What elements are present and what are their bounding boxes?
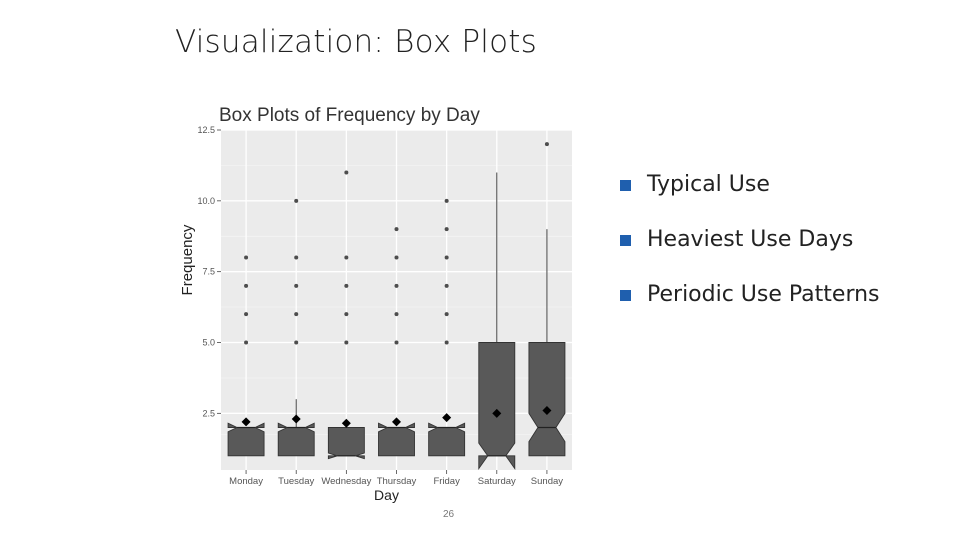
outlier-point: [344, 312, 349, 317]
outlier-point: [444, 198, 449, 203]
bullet-list: Typical Use Heaviest Use Days Periodic U…: [618, 168, 918, 333]
outlier-point: [444, 227, 449, 232]
bullet-text: Periodic Use Patterns: [647, 282, 880, 307]
outlier-point: [394, 227, 399, 232]
x-tick-label: Thursday: [377, 476, 417, 487]
box-wednesday: [327, 170, 365, 460]
mean-marker: [542, 406, 552, 415]
bullet-typical-use: Typical Use: [618, 168, 918, 201]
outlier-point: [394, 255, 399, 260]
x-tick-label: Sunday: [531, 476, 563, 487]
outlier-point: [444, 283, 449, 288]
y-tick-label: 5.0: [202, 338, 215, 348]
y-tick-label: 10.0: [197, 196, 215, 206]
x-tick-label: Wednesday: [321, 476, 371, 487]
outlier-point: [244, 312, 249, 317]
outlier-point: [244, 255, 249, 260]
page-number: 26: [443, 509, 455, 520]
box-saturday: [478, 172, 516, 471]
notched-box: [528, 342, 566, 457]
outlier-point: [244, 283, 249, 288]
mean-marker: [492, 408, 502, 418]
notched-box: [227, 422, 265, 457]
outlier-point: [344, 170, 349, 175]
outlier-point: [344, 340, 349, 345]
outlier-point: [294, 283, 299, 288]
chart-title: Box Plots of Frequency by Day: [219, 105, 480, 126]
outlier-point: [294, 312, 299, 317]
outlier-point: [394, 312, 399, 317]
bullet-periodic-use-patterns: Periodic Use Patterns: [618, 278, 918, 311]
outlier-point: [244, 340, 249, 345]
y-tick-label: 12.5: [197, 125, 215, 135]
outlier-point: [344, 255, 349, 260]
square-bullet-icon: [620, 290, 631, 301]
outlier-point: [344, 283, 349, 288]
box-tuesday: [277, 198, 315, 457]
box-thursday: [378, 227, 415, 457]
notched-box: [378, 422, 415, 457]
x-tick-label: Monday: [229, 476, 263, 487]
mean-marker: [291, 414, 301, 424]
bullet-text: Heaviest Use Days: [647, 227, 854, 252]
box-friday: [428, 198, 466, 457]
outlier-point: [394, 340, 399, 345]
x-tick-label: Friday: [433, 476, 460, 487]
notched-box: [428, 422, 466, 457]
notched-box: [327, 427, 365, 460]
y-axis-label: Frequency: [179, 224, 196, 295]
outlier-point: [294, 255, 299, 260]
y-tick-label: 2.5: [202, 408, 215, 418]
mean-marker: [442, 413, 452, 423]
slide-title: Visualization: Box Plots: [175, 24, 537, 60]
notched-box: [478, 342, 516, 471]
x-axis-label: Day: [374, 487, 399, 503]
square-bullet-icon: [620, 180, 631, 191]
outlier-point: [444, 340, 449, 345]
outlier-point: [294, 340, 299, 345]
box-sunday: [528, 142, 566, 457]
bullet-text: Typical Use: [647, 172, 770, 197]
box-monday: [227, 255, 265, 457]
y-tick-label: 7.5: [202, 267, 215, 277]
notched-box: [277, 422, 315, 457]
outlier-point: [394, 283, 399, 288]
mean-marker: [341, 418, 351, 428]
x-tick-label: Tuesday: [278, 476, 314, 487]
outlier-point: [444, 255, 449, 260]
outlier-point: [294, 198, 299, 203]
square-bullet-icon: [620, 235, 631, 246]
outlier-point: [444, 312, 449, 317]
mean-marker: [241, 417, 251, 427]
bullet-heaviest-use-days: Heaviest Use Days: [618, 223, 918, 256]
x-tick-label: Saturday: [478, 476, 516, 487]
mean-marker: [392, 417, 401, 427]
outlier-point: [544, 142, 549, 147]
